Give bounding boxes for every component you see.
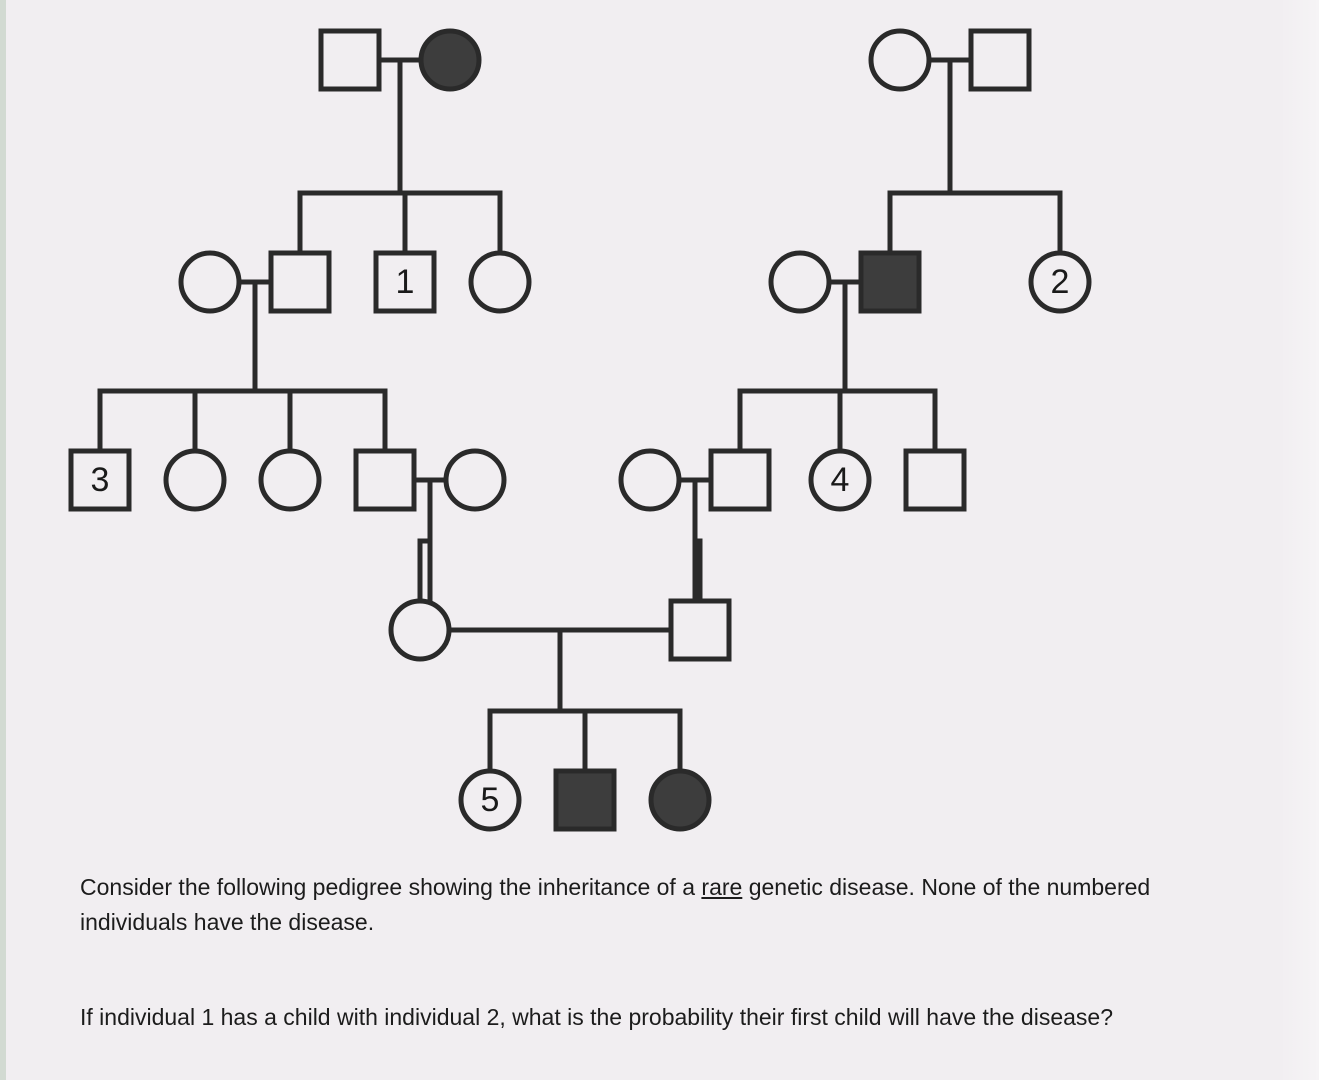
pedigree-male-symbol [906, 451, 964, 509]
pedigree-female-symbol [261, 451, 319, 509]
pedigree-label: 2 [1051, 263, 1070, 301]
question-context-paragraph: Consider the following pedigree showing … [80, 870, 1180, 939]
pedigree-label: 4 [831, 461, 850, 499]
pedigree-female-symbol [421, 31, 479, 89]
pedigree-male-symbol [271, 253, 329, 311]
question-text-underlined: rare [701, 874, 742, 900]
question-prompt-paragraph: If individual 1 has a child with individ… [80, 1000, 1180, 1035]
pedigree-female-symbol [471, 253, 529, 311]
pedigree-male-symbol [356, 451, 414, 509]
pedigree-label: 1 [396, 263, 415, 301]
right-edge-shine [1279, 0, 1319, 1080]
pedigree-female-symbol [181, 253, 239, 311]
pedigree-male-symbol [711, 451, 769, 509]
pedigree-label: 3 [91, 461, 110, 499]
pedigree-female-symbol [446, 451, 504, 509]
pedigree-female-symbol [166, 451, 224, 509]
question-text-pre: Consider the following pedigree showing … [80, 874, 701, 900]
pedigree-label: 5 [481, 781, 500, 819]
page: 1 2 3 4 5 Consider the following pedigree sh… [0, 0, 1319, 1080]
pedigree-female-symbol [771, 253, 829, 311]
pedigree-female-symbol [391, 601, 449, 659]
pedigree-female-symbol [871, 31, 929, 89]
pedigree-male-symbol [556, 771, 614, 829]
pedigree-male-symbol [321, 31, 379, 89]
pedigree-male-symbol [971, 31, 1029, 89]
pedigree-male-symbol [671, 601, 729, 659]
pedigree-male-symbol [861, 253, 919, 311]
question-prompt-text: If individual 1 has a child with individ… [80, 1004, 1113, 1030]
pedigree-female-symbol [621, 451, 679, 509]
pedigree-female-symbol [651, 771, 709, 829]
